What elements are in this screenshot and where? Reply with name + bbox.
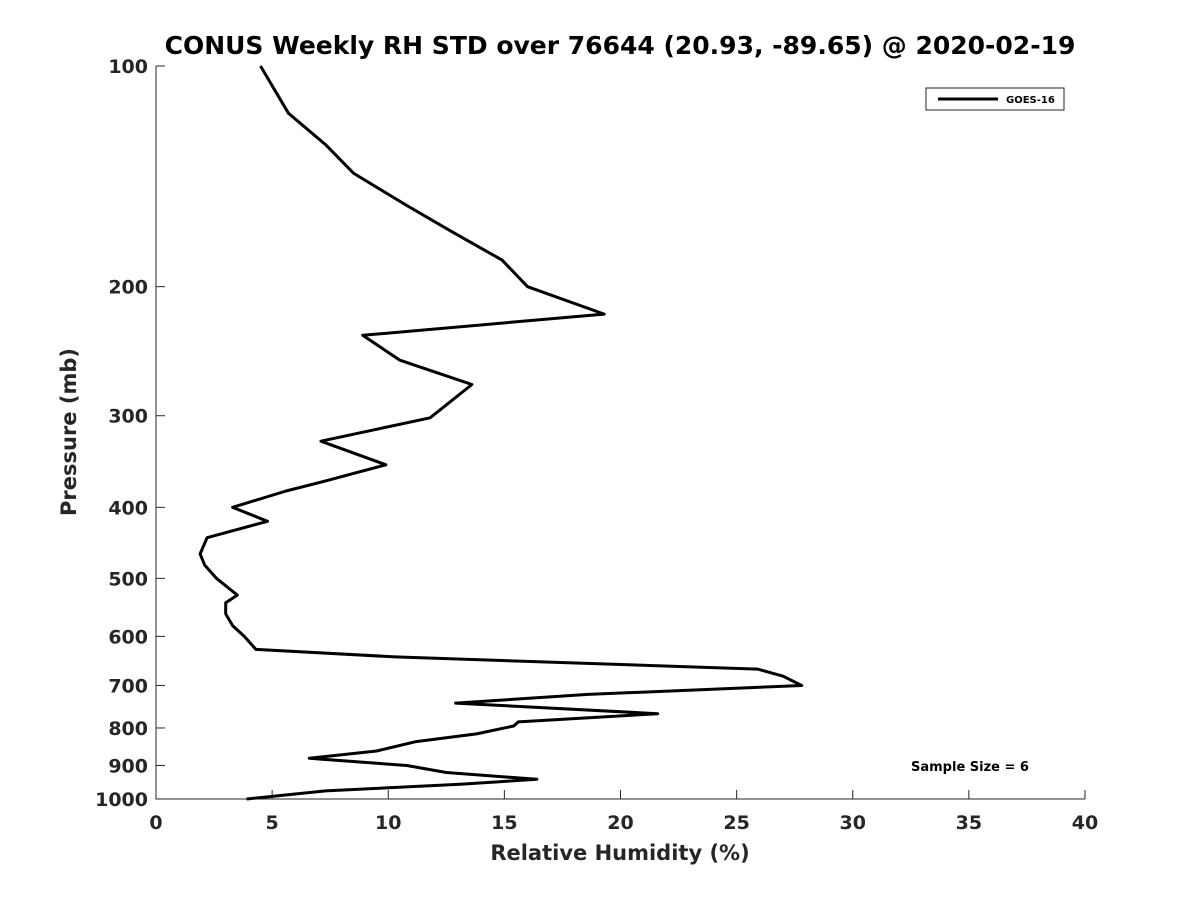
- y-tick-label: 500: [108, 568, 148, 590]
- y-axis-label: Pressure (mb): [57, 348, 81, 516]
- x-tick-label: 35: [956, 812, 982, 834]
- x-tick-label: 0: [149, 812, 162, 834]
- y-tick-label: 900: [108, 755, 148, 777]
- chart-title: CONUS Weekly RH STD over 76644 (20.93, -…: [165, 31, 1076, 60]
- x-tick-label: 5: [266, 812, 279, 834]
- x-tick-label: 10: [375, 812, 401, 834]
- y-tick-label: 300: [108, 406, 148, 428]
- sample-size-annotation: Sample Size = 6: [911, 760, 1029, 775]
- x-axis: 0 5 10 15 20 25 30 35 40: [149, 790, 1098, 834]
- y-tick-label: 100: [108, 56, 148, 78]
- x-tick-label: 20: [607, 812, 633, 834]
- x-tick-label: 40: [1072, 812, 1098, 834]
- y-tick-label: 200: [108, 277, 148, 299]
- x-tick-label: 30: [840, 812, 866, 834]
- legend: GOES-16: [925, 87, 1065, 111]
- y-tick-label: 600: [108, 626, 148, 648]
- x-tick-label: 15: [491, 812, 517, 834]
- x-axis-label: Relative Humidity (%): [490, 841, 749, 865]
- x-tick-label: 25: [723, 812, 749, 834]
- y-tick-label: 800: [108, 718, 148, 740]
- y-tick-label: 400: [108, 497, 148, 519]
- y-tick-label: 700: [108, 675, 148, 697]
- legend-entry-goes-16: GOES-16: [1006, 95, 1055, 106]
- y-tick-label: 1000: [95, 789, 148, 811]
- series-line-goes-16: [198, 65, 804, 801]
- plot-area: 0 5 10 15 20 25 30 35 40 100 200 300 400 500 600 700 80…: [95, 56, 1098, 834]
- y-axis: 100 200 300 400 500 600 700 800 900 1000: [95, 56, 165, 811]
